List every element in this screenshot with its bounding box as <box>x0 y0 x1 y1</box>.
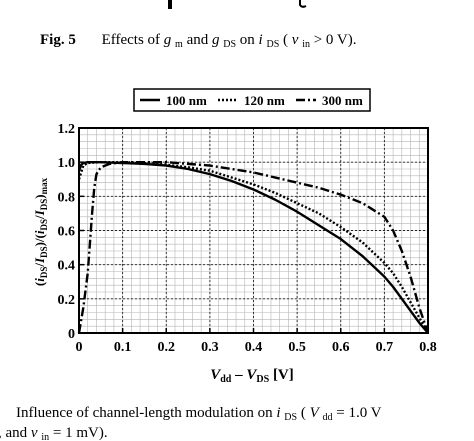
y-tick-label: 0.6 <box>58 225 76 240</box>
y-axis-label: (iDS/IDS)/(iDS/IDS)max <box>32 177 49 286</box>
chart-legend: 100 nm 120 nm 300 nm <box>133 88 371 112</box>
bottom-caption-line2: , and v in = 1 mV). <box>0 425 108 441</box>
series-line-300-nm <box>77 160 430 334</box>
x-tick-label: 0.6 <box>332 340 350 355</box>
x-tick-label: 0.4 <box>245 340 263 355</box>
figure-number: Fig. 5 <box>40 32 76 48</box>
y-tick-labels: 0 0.2 0.4 0.6 0.8 1.0 1.2 <box>58 122 76 342</box>
x-tick-label: 0.7 <box>376 340 394 355</box>
x-tick-label: 0.8 <box>419 340 437 355</box>
top-caption: Fig. 5 Effects of g m and g DS on i DS (… <box>40 32 357 51</box>
y-tick-label: 0.4 <box>58 259 76 274</box>
x-axis-label: Vdd – VDS [V] <box>210 367 294 385</box>
plot-area: 0 0.1 0.2 0.3 0.4 0.5 0.6 0.7 0.8 0 0.2 0.4 0.6 0.8 1… <box>58 122 437 355</box>
legend-box <box>133 88 371 112</box>
x-tick-label: 0 <box>76 340 83 355</box>
legend-label: 300 nm <box>322 93 363 108</box>
series-layer <box>77 160 430 334</box>
x-tick-label: 0.2 <box>158 340 176 355</box>
y-tick-label: 1.0 <box>58 156 76 171</box>
y-tick-label: 1.2 <box>58 122 76 137</box>
legend-label: 120 nm <box>244 93 285 108</box>
bottom-caption-line1: Influence of channel-length modulation o… <box>16 405 382 424</box>
y-tick-label: 0.8 <box>58 190 76 205</box>
legend-label: 100 nm <box>166 93 207 108</box>
y-tick-label: 0.2 <box>58 293 76 308</box>
y-tick-label: 0 <box>68 327 75 342</box>
x-tick-labels: 0 0.1 0.2 0.3 0.4 0.5 0.6 0.7 0.8 <box>76 340 437 355</box>
top-crop-mark <box>168 0 172 9</box>
x-tick-label: 0.3 <box>201 340 219 355</box>
top-crop-mark-2 <box>299 0 307 8</box>
x-tick-label: 0.5 <box>288 340 306 355</box>
x-tick-label: 0.1 <box>114 340 132 355</box>
axis-ticks <box>78 127 429 334</box>
